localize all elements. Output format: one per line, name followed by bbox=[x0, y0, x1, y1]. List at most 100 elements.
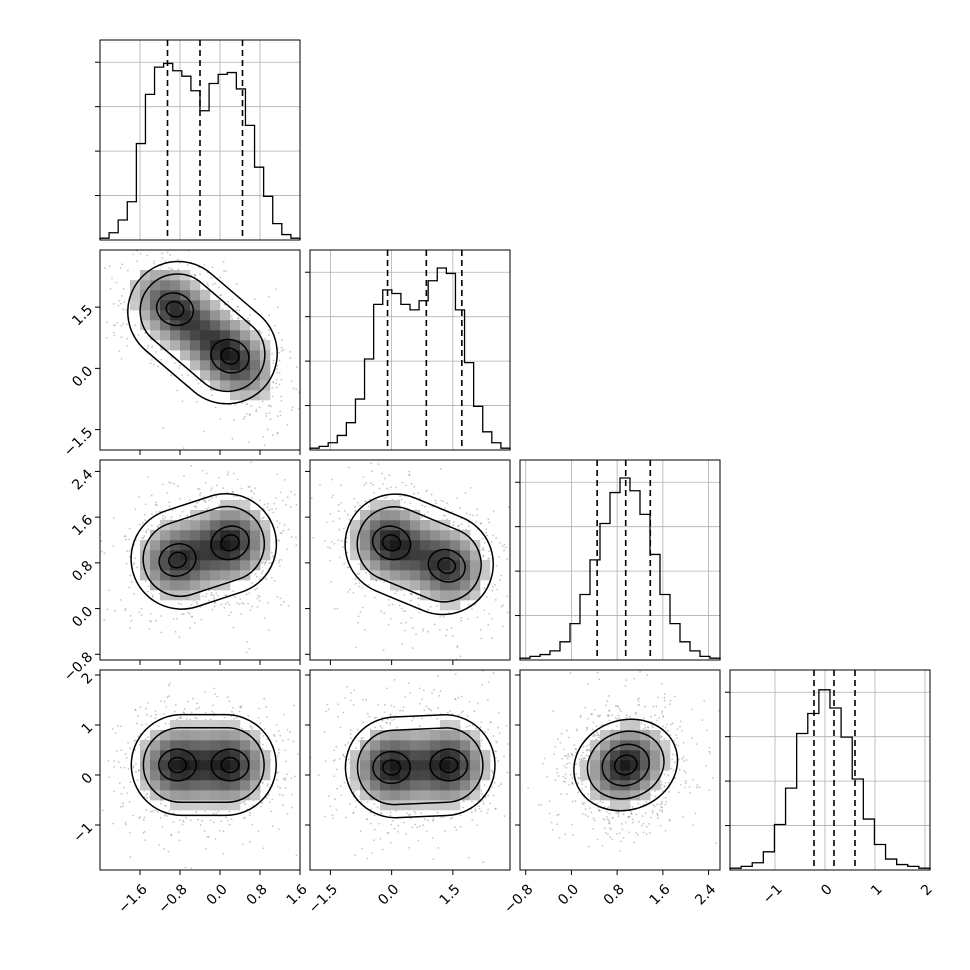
scatter-point bbox=[367, 801, 369, 803]
scatter-point bbox=[266, 738, 268, 740]
scatter-point bbox=[124, 767, 126, 769]
scatter-point bbox=[475, 728, 477, 730]
scatter-point bbox=[460, 814, 462, 816]
scatter-point bbox=[427, 609, 429, 611]
scatter-point bbox=[486, 596, 488, 598]
scatter-point bbox=[419, 688, 421, 690]
scatter-point bbox=[372, 484, 374, 486]
scatter-point bbox=[236, 602, 238, 604]
scatter-point bbox=[251, 582, 253, 584]
scatter-point bbox=[132, 815, 134, 817]
scatter-point bbox=[131, 620, 133, 622]
scatter-point bbox=[160, 615, 162, 617]
density-cell bbox=[460, 540, 470, 550]
scatter-point bbox=[285, 760, 287, 762]
scatter-point bbox=[123, 288, 125, 290]
scatter-point bbox=[129, 528, 131, 530]
scatter-point bbox=[262, 847, 264, 849]
scatter-point bbox=[413, 486, 415, 488]
scatter-point bbox=[118, 305, 120, 307]
scatter-point bbox=[238, 309, 240, 311]
scatter-point bbox=[124, 822, 126, 824]
scatter-point bbox=[311, 497, 313, 499]
scatter-point bbox=[228, 604, 230, 606]
scatter-point bbox=[137, 779, 139, 781]
scatter-point bbox=[495, 740, 497, 742]
scatter-point bbox=[457, 697, 459, 699]
scatter-point bbox=[440, 690, 442, 692]
scatter-point bbox=[325, 760, 327, 762]
scatter-point bbox=[401, 608, 403, 610]
scatter-point bbox=[295, 544, 297, 546]
scatter-point bbox=[241, 488, 243, 490]
scatter-point bbox=[499, 579, 501, 581]
scatter-point bbox=[259, 600, 261, 602]
scatter-point bbox=[506, 558, 508, 560]
scatter-point bbox=[405, 622, 407, 624]
scatter-point bbox=[276, 372, 278, 374]
scatter-point bbox=[291, 409, 293, 411]
scatter-point bbox=[136, 567, 138, 569]
scatter-point bbox=[214, 693, 216, 695]
scatter-point bbox=[472, 514, 474, 516]
density-cell bbox=[410, 580, 420, 590]
scatter-point bbox=[302, 546, 304, 548]
scatter-point bbox=[231, 298, 233, 300]
scatter-point bbox=[147, 591, 149, 593]
scatter-point bbox=[215, 496, 217, 498]
scatter-point bbox=[391, 705, 393, 707]
density-cell bbox=[170, 560, 180, 570]
density-cell bbox=[440, 560, 450, 570]
scatter-point bbox=[227, 696, 229, 698]
scatter-point bbox=[125, 539, 127, 541]
scatter-point bbox=[196, 708, 198, 710]
scatter-point bbox=[396, 727, 398, 729]
scatter-point bbox=[358, 740, 360, 742]
scatter-point bbox=[212, 284, 214, 286]
scatter-point bbox=[278, 539, 280, 541]
density-cell bbox=[420, 580, 430, 590]
density-cell bbox=[230, 510, 240, 520]
scatter-point bbox=[128, 768, 130, 770]
scatter-point bbox=[204, 691, 206, 693]
density-cell bbox=[200, 530, 210, 540]
scatter-point bbox=[135, 709, 137, 711]
scatter-point bbox=[446, 502, 448, 504]
scatter-point bbox=[255, 410, 257, 412]
density-cell bbox=[210, 330, 220, 340]
scatter-point bbox=[331, 541, 333, 543]
scatter-point bbox=[492, 735, 494, 737]
scatter-point bbox=[276, 386, 278, 388]
scatter-point bbox=[227, 820, 229, 822]
scatter-point bbox=[272, 512, 274, 514]
scatter-point bbox=[444, 507, 446, 509]
scatter-point bbox=[144, 519, 146, 521]
density-cell bbox=[230, 360, 240, 370]
scatter-point bbox=[282, 804, 284, 806]
scatter-point bbox=[344, 697, 346, 699]
scatter-point bbox=[514, 761, 516, 763]
scatter-point bbox=[121, 358, 123, 360]
density-cell bbox=[390, 570, 400, 580]
scatter-point bbox=[419, 703, 421, 705]
scatter-point bbox=[423, 628, 425, 630]
scatter-point bbox=[116, 282, 118, 284]
scatter-point bbox=[113, 324, 115, 326]
scatter-point bbox=[228, 615, 230, 617]
scatter-point bbox=[439, 616, 441, 618]
scatter-point bbox=[389, 815, 391, 817]
density-cell bbox=[190, 730, 200, 740]
density-cell bbox=[170, 330, 180, 340]
scatter-point bbox=[412, 647, 414, 649]
scatter-point bbox=[160, 359, 162, 361]
scatter-point bbox=[106, 247, 108, 249]
scatter-point bbox=[452, 635, 454, 637]
scatter-point bbox=[466, 715, 468, 717]
scatter-point bbox=[344, 744, 346, 746]
density-cell bbox=[210, 720, 220, 730]
scatter-point bbox=[332, 494, 334, 496]
density-cell bbox=[180, 730, 190, 740]
scatter-point bbox=[393, 719, 395, 721]
scatter-point bbox=[503, 815, 505, 817]
scatter-point bbox=[164, 260, 166, 262]
